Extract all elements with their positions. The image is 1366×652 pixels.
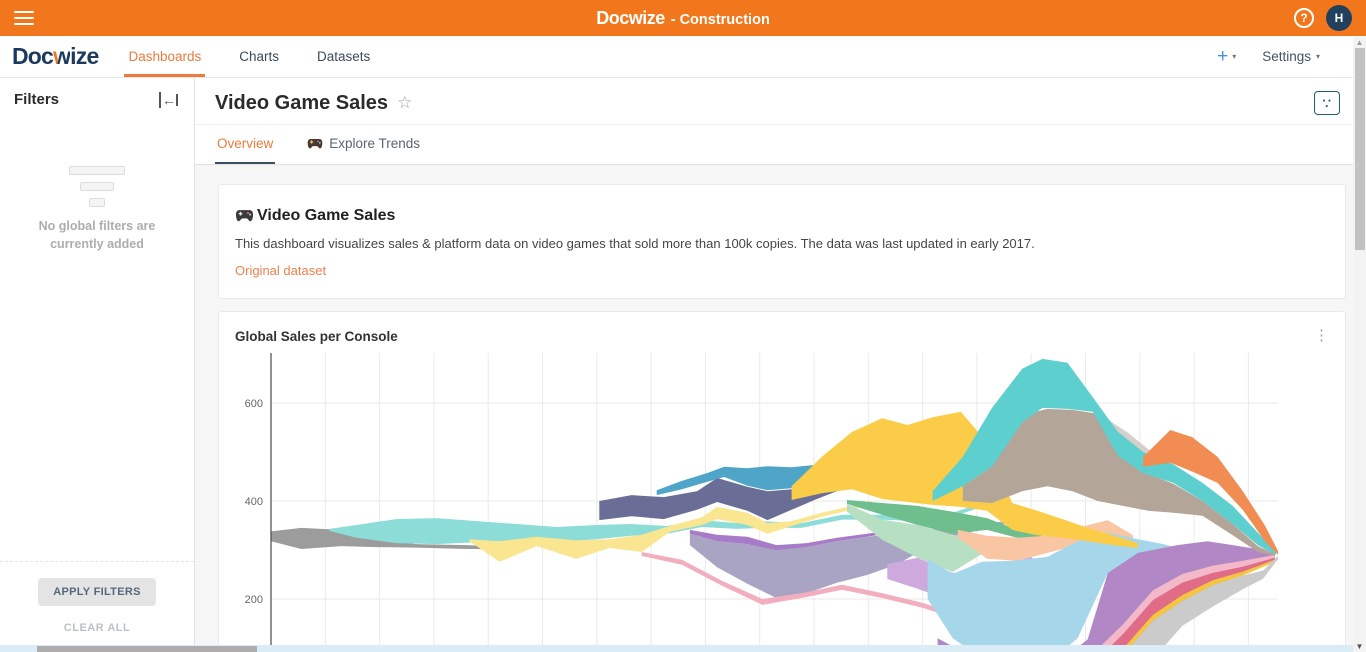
stream-layer-slate <box>599 464 878 521</box>
stream-layer-pink-edge <box>641 552 977 652</box>
app-topbar: Docwize - Construction ? H <box>0 0 1366 36</box>
settings-menu[interactable]: Settings ▾ <box>1262 49 1320 64</box>
stream-layer-tan <box>962 408 1275 556</box>
stream-layer-teal-left <box>329 503 982 545</box>
chart-card: Global Sales per Console ⋮ 600 400 200 <box>218 311 1346 652</box>
favorite-star-icon[interactable]: ☆ <box>397 93 413 112</box>
stream-layer-violet-thin <box>689 529 893 551</box>
nav-item-datasets[interactable]: Datasets <box>317 49 371 64</box>
vertical-scrollbar-thumb[interactable] <box>1354 48 1365 250</box>
dashboard-tabs: Overview Explore Trends <box>195 124 1366 165</box>
stream-layer-steel-blue <box>656 430 893 496</box>
hamburger-menu-icon[interactable] <box>14 11 34 25</box>
gamepad-icon <box>307 138 323 148</box>
scroll-down-icon[interactable]: ▼ <box>1355 642 1364 651</box>
filter-skeleton-bar <box>69 166 125 175</box>
clear-all-button[interactable]: CLEAR ALL <box>63 622 131 634</box>
avatar[interactable]: H <box>1326 5 1352 31</box>
vertical-scrollbar[interactable]: ▲ ▼ <box>1353 37 1366 652</box>
about-card-description: This dashboard visualizes sales & platfo… <box>235 236 1035 251</box>
collapse-sidebar-icon[interactable]: ← <box>159 91 178 108</box>
filter-skeleton-bar <box>80 182 114 191</box>
help-icon[interactable]: ? <box>1294 8 1314 28</box>
chevron-down-icon: ▾ <box>1315 52 1320 61</box>
filters-sidebar: Filters ← No global filters are currentl… <box>0 78 195 652</box>
no-filters-message: No global filters are currently added <box>38 219 156 252</box>
y-axis-tick: 600 <box>245 398 263 410</box>
nav-item-charts[interactable]: Charts <box>239 49 280 64</box>
dashboard-main: Video Game Sales ☆ ● ● ● Overview Explor… <box>195 78 1366 652</box>
chart-title: Global Sales per Console <box>235 329 398 344</box>
original-dataset-link[interactable]: Original dataset <box>235 263 327 278</box>
tab-overview[interactable]: Overview <box>215 125 276 164</box>
about-card-title: Video Game Sales <box>235 207 1329 225</box>
horizontal-scrollbar-thumb[interactable] <box>37 645 257 652</box>
gamepad-icon <box>235 210 254 222</box>
topbar-brand: Docwize <box>596 7 665 28</box>
page-title: Video Game Sales <box>215 91 389 114</box>
stream-layer-rose <box>1104 557 1275 652</box>
dashboard-content: Video Game Sales This dashboard visualiz… <box>195 165 1366 652</box>
stream-layer-orange <box>1143 430 1278 555</box>
stream-layer-light-blue <box>927 532 1188 652</box>
about-card: Video Game Sales This dashboard visualiz… <box>218 184 1346 299</box>
filter-skeleton-bar <box>89 198 105 207</box>
apply-filters-button[interactable]: APPLY FILTERS <box>38 578 156 606</box>
streamgraph-chart[interactable]: 600 400 200 <box>235 353 1310 652</box>
dashboard-actions-button[interactable]: ● ● ● <box>1314 91 1340 115</box>
topbar-title: Docwize - Construction <box>596 8 770 29</box>
new-item-button[interactable]: + ▾ <box>1217 45 1237 67</box>
main-navbar: Docwize Dashboards Charts Datasets + ▾ S… <box>0 36 1366 78</box>
stream-layer-mint <box>847 503 1003 572</box>
chevron-down-icon: ▾ <box>1232 52 1237 61</box>
nav-item-dashboards[interactable]: Dashboards <box>124 36 206 77</box>
y-axis-tick: 400 <box>245 496 263 508</box>
stream-layer-pale-yellow <box>469 501 873 562</box>
scroll-up-icon[interactable]: ▲ <box>1355 38 1364 47</box>
app-logo[interactable]: Docwize <box>12 43 99 69</box>
tab-explore-trends[interactable]: Explore Trends <box>305 125 422 164</box>
stream-layer-gray-right <box>1125 555 1278 652</box>
stream-layer-pink-right <box>1094 554 1275 652</box>
stream-layer-gray-left <box>271 527 522 549</box>
stream-layer-purple <box>937 541 1275 652</box>
kebab-menu-icon[interactable]: ⋮ <box>1314 327 1329 344</box>
y-axis-tick: 200 <box>245 594 263 606</box>
filters-title: Filters <box>14 91 60 108</box>
stream-layer-green <box>847 500 1043 539</box>
stream-layer-teal-main <box>932 358 1276 555</box>
topbar-suffix: - Construction <box>670 11 770 28</box>
horizontal-scrollbar[interactable] <box>0 645 1353 652</box>
